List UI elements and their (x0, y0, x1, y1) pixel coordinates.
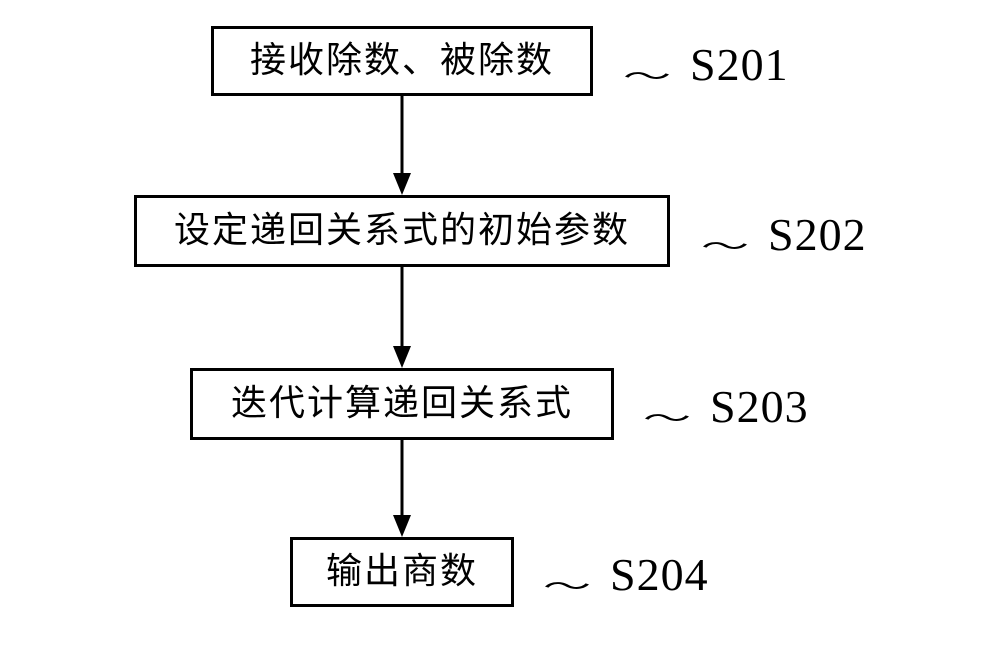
connector-tilde: 〜 (543, 566, 591, 601)
connector-tilde: 〜 (701, 226, 749, 261)
step-label-s203: S203 (710, 380, 809, 433)
flowchart-canvas: 接收除数、被除数〜S201设定递回关系式的初始参数〜S202迭代计算递回关系式〜… (0, 0, 1000, 658)
step-label-s201: S201 (690, 38, 789, 91)
flow-node-s202: 设定递回关系式的初始参数 (134, 195, 670, 267)
arrowhead-icon (393, 515, 411, 537)
flow-node-text: 迭代计算递回关系式 (231, 384, 573, 424)
flow-node-s203: 迭代计算递回关系式 (190, 368, 614, 440)
connector-tilde: 〜 (623, 56, 671, 91)
step-label-s204: S204 (610, 548, 709, 601)
arrowhead-icon (393, 346, 411, 368)
flow-node-text: 输出商数 (326, 552, 478, 592)
step-label-s202: S202 (768, 208, 867, 261)
flow-node-s201: 接收除数、被除数 (211, 26, 593, 96)
flow-node-text: 接收除数、被除数 (250, 41, 554, 81)
connector-tilde: 〜 (643, 398, 691, 433)
arrowhead-icon (393, 173, 411, 195)
flow-node-s204: 输出商数 (290, 537, 514, 607)
flow-node-text: 设定递回关系式的初始参数 (174, 211, 630, 251)
